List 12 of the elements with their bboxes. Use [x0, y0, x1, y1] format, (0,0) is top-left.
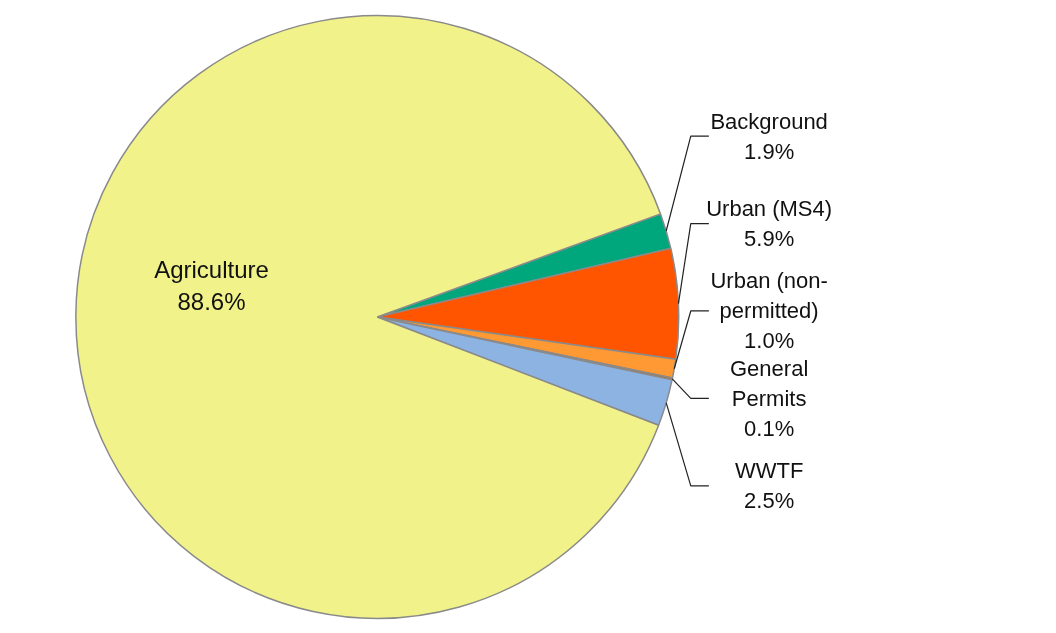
slice-label: Urban (MS4) [706, 196, 833, 222]
data-label: 2.5% [744, 488, 795, 514]
data-label: 88.6% [177, 288, 246, 316]
slice-label: General Permits [730, 355, 809, 411]
data-label: 1.9% [744, 138, 795, 164]
data-label: 0.1% [744, 415, 795, 441]
slice-label: Agriculture [154, 255, 269, 283]
slice-label: Urban (non-permitted) [710, 268, 828, 324]
slice-label: WWTF [734, 458, 804, 484]
slice-label: Background [710, 108, 828, 134]
data-label: 5.9% [744, 226, 795, 252]
data-label: 1.0% [744, 328, 795, 354]
